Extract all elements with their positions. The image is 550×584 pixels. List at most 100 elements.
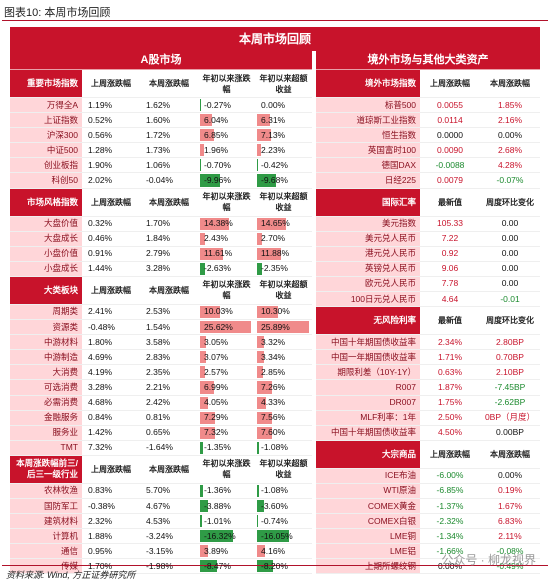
section-title: 国际汇率 — [316, 188, 420, 217]
value-cell: 25.62% — [198, 319, 255, 336]
value-bar — [200, 499, 208, 513]
table-row: 美元兑人民币 7.22 0.00 — [316, 231, 540, 247]
value-cell: 2.68% — [480, 142, 540, 159]
value-cell: -1.08% — [255, 440, 312, 456]
row-label: 农林牧渔 — [10, 483, 82, 499]
table-row: 中国十年期国债收益率 4.50% 0.00BP — [316, 425, 540, 441]
table-row: LME铝 -1.66% -0.08% — [316, 543, 540, 560]
column-header: 年初以来超额收益 — [255, 276, 312, 305]
value-bar — [200, 114, 213, 127]
table-row: TMT 7.32% -1.64% -1.35% -1.08% — [10, 440, 312, 456]
row-label: WTI原油 — [316, 483, 420, 499]
table-row: 道琼斯工业指数 0.0114 2.16% — [316, 112, 540, 129]
column-header: 周度环比变化 — [480, 188, 540, 217]
value-cell: -0.74% — [255, 513, 312, 530]
value-cell: 2.21% — [140, 379, 198, 396]
table-row: 美元指数 105.33 0.00 — [316, 216, 540, 232]
row-label: MLF利率：1年 — [316, 410, 420, 426]
value-cell: 4.05% — [198, 395, 255, 411]
row-label: 建筑材料 — [10, 513, 82, 530]
figure-title: 图表10: 本周市场回顾 — [4, 7, 111, 19]
column-header: 年初以来超额收益 — [255, 455, 312, 484]
value-cell: -0.42% — [255, 157, 312, 174]
section-header: 大类板块 上周涨跌幅 本周涨跌幅 年初以来涨跌幅 年初以来超额收益 — [10, 276, 312, 305]
value-bar — [200, 560, 217, 573]
value-cell: 0.0079 — [420, 172, 480, 189]
overseas-table: 境外市场指数 上周涨跌幅 本周涨跌幅 标普500 0.0055 1.85% 道琼斯工业指数 0… — [316, 70, 540, 575]
value-bar — [200, 144, 204, 157]
value-cell: 1.60% — [140, 112, 198, 129]
table-row: 小盘价值 0.91% 2.79% 11.61% 11.88% — [10, 246, 312, 262]
row-label: 美元指数 — [316, 216, 420, 232]
value-bar — [257, 114, 270, 127]
row-label: 道琼斯工业指数 — [316, 112, 420, 129]
value-cell: 4.68% — [82, 395, 140, 411]
value-cell: -8.20% — [255, 558, 312, 575]
value-bar — [257, 426, 273, 439]
value-cell: 1.71% — [420, 349, 480, 366]
row-label: 通信 — [10, 543, 82, 560]
table-row: 期限利差（10Y-1Y） 0.63% 2.10BP — [316, 364, 540, 381]
row-label: 美元兑人民币 — [316, 231, 420, 247]
section-header: 大宗商品 上周涨跌幅 本周涨跌幅 — [316, 440, 540, 469]
value-cell: 2.23% — [255, 142, 312, 159]
row-label: 小盘价值 — [10, 246, 82, 262]
value-cell: 7.29% — [198, 410, 255, 426]
value-cell: 0.84% — [82, 410, 140, 426]
value-bar — [257, 144, 262, 157]
value-cell: 3.28% — [82, 379, 140, 396]
value-cell: 4.53% — [140, 513, 198, 530]
watermark: 公众号 · 柳龙视界 — [441, 553, 536, 567]
value-cell: 1.72% — [140, 127, 198, 144]
table-row: ICE布油 -6.00% 0.00% — [316, 468, 540, 484]
row-label: COMEX白银 — [316, 513, 420, 530]
value-cell: 7.26% — [255, 379, 312, 396]
value-cell: 1.28% — [82, 142, 140, 159]
table-row: 传媒1.70%-1.98%-8.47%-8.20% — [10, 558, 312, 575]
table-row: 金融服务 0.84% 0.81% 7.29% 7.56% — [10, 410, 312, 426]
column-header: 本周涨跌幅 — [140, 70, 198, 98]
value-cell: 1.80% — [82, 334, 140, 351]
row-label: 大消费 — [10, 364, 82, 381]
value-cell: 7.78 — [420, 276, 480, 293]
value-cell: 105.33 — [420, 216, 480, 232]
value-cell: -1.66% — [420, 543, 480, 560]
value-cell: -0.0088 — [420, 157, 480, 174]
value-cell: 0.00% — [255, 97, 312, 114]
value-cell: 2.10BP — [480, 364, 540, 381]
value-cell: 1.96% — [198, 142, 255, 159]
section-header: 市场风格指数 上周涨跌幅 本周涨跌幅 年初以来涨跌幅 年初以来超额收益 — [10, 188, 312, 217]
value-cell: -6.85% — [420, 483, 480, 499]
value-bar — [257, 381, 272, 394]
value-cell: -0.48% — [82, 319, 140, 336]
value-cell: -0.04% — [140, 172, 198, 189]
value-bar — [257, 129, 272, 142]
value-bar — [257, 174, 277, 187]
value-cell: 0.32% — [82, 216, 140, 232]
row-label: 创业板指 — [10, 157, 82, 174]
row-label: 可选消费 — [10, 379, 82, 396]
row-label: LME铝 — [316, 543, 420, 560]
value-cell: 1.75% — [420, 395, 480, 411]
table-row: 大盘成长 0.46% 1.84% 2.43% 2.70% — [10, 231, 312, 247]
value-cell: -0.08% — [480, 543, 540, 560]
value-cell: 0BP（月度） — [480, 410, 540, 426]
row-label: 上证指数 — [10, 112, 82, 129]
value-cell: 10.03% — [198, 304, 255, 321]
value-cell: -1.35% — [198, 440, 255, 456]
table-row: 英国富时100 0.0090 2.68% — [316, 142, 540, 159]
value-cell: 0.00 — [480, 276, 540, 293]
table-row: 中国一年期国债收益率 1.71% 0.70BP — [316, 349, 540, 366]
value-cell: 4.19% — [82, 364, 140, 381]
a-share-table: 重要市场指数 上周涨跌幅 本周涨跌幅 年初以来涨跌幅 年初以来超额收益 万得全A 1.19%… — [10, 70, 312, 575]
column-header: 年初以来涨跌幅 — [198, 70, 255, 98]
value-cell: 3.32% — [255, 334, 312, 351]
value-cell: 2.35% — [140, 364, 198, 381]
column-header: 最新值 — [420, 306, 480, 336]
table-row: 上证指数 0.52% 1.60% 6.04% 6.31% — [10, 112, 312, 129]
value-bar — [200, 217, 229, 230]
value-cell: 6.99% — [198, 379, 255, 396]
banner-title: 本周市场回顾 — [10, 27, 540, 51]
value-bar — [257, 336, 264, 349]
value-cell: 1.70% — [140, 216, 198, 232]
